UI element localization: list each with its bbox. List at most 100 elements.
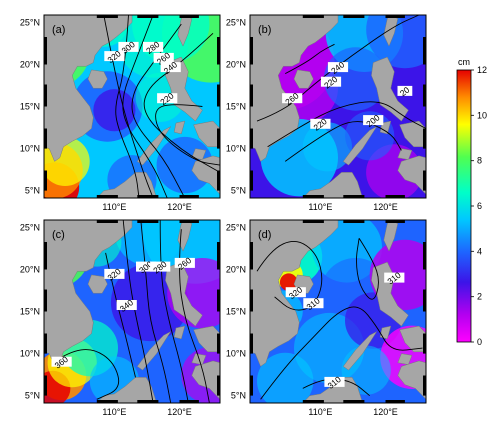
frame-segment <box>44 84 47 107</box>
frame-segment <box>44 289 47 312</box>
contour-label-bg <box>303 298 324 309</box>
contour-label-bg <box>285 287 306 298</box>
panel-label: (c) <box>52 229 65 241</box>
visayas-island <box>193 120 220 148</box>
y-tick-label: 25°N <box>20 222 40 232</box>
frame-segment <box>302 195 324 198</box>
frame-segment <box>137 220 159 223</box>
frame-segment <box>179 15 199 18</box>
frame-segment <box>302 15 324 18</box>
mainland <box>250 220 339 367</box>
hainan-island <box>293 69 314 89</box>
panel-label: (d) <box>258 229 271 241</box>
frame-segment <box>250 375 253 396</box>
frame-segment <box>250 128 253 149</box>
contour-label-bg <box>384 272 405 283</box>
palawan-island <box>342 330 378 371</box>
contour-label-bg <box>157 93 178 104</box>
y-tick-label: 15°N <box>20 307 40 317</box>
contour-line <box>122 15 168 198</box>
contour-line <box>256 241 323 311</box>
field-patch <box>93 89 136 132</box>
x-tick-label: 110°E <box>308 407 332 417</box>
contour-line <box>260 306 423 400</box>
frame-segment <box>423 37 426 65</box>
borneo-coast <box>96 172 157 198</box>
frame-segment <box>44 170 47 191</box>
colorbar-tick-label: 4 <box>477 246 482 256</box>
frame-segment <box>423 333 426 354</box>
frame-segment <box>250 170 253 191</box>
contour-label-bg <box>160 62 181 73</box>
frame-segment <box>217 375 220 396</box>
colorbar-tick-label: 0 <box>477 337 482 347</box>
frame-segment <box>217 84 220 107</box>
frame-segment <box>385 400 405 403</box>
frame-segment <box>179 220 199 223</box>
mindanao-island <box>397 155 426 195</box>
hainan-island <box>87 274 108 294</box>
contour-line <box>52 349 120 400</box>
frame-segment <box>423 128 426 149</box>
field-patch <box>257 352 314 403</box>
contour-line <box>267 101 426 148</box>
colorbar-unit: cm <box>458 57 470 67</box>
frame-segment <box>250 84 253 107</box>
contour-label-bg <box>324 376 345 387</box>
frame-segment <box>250 242 253 270</box>
contour-line <box>356 238 379 300</box>
y-tick-label: 15°N <box>20 102 40 112</box>
frame-segment <box>96 195 118 198</box>
y-tick-label: 15°N <box>226 307 246 317</box>
contour-label-bg <box>51 356 72 367</box>
contour-label-bg <box>310 118 331 129</box>
x-tick-label: 120°E <box>373 407 398 417</box>
frame-segment <box>343 195 365 198</box>
frame-segment <box>302 220 324 223</box>
luzon-island <box>165 261 203 327</box>
contour-line <box>284 43 335 74</box>
contour-label-bg <box>104 51 125 62</box>
x-tick-label: 120°E <box>167 202 192 212</box>
frame-segment <box>343 220 365 223</box>
colorbar: cm 0 2 4 6 8 10 12 <box>456 57 487 347</box>
contour-label-bg <box>153 52 174 63</box>
contour-label-bg <box>150 261 171 272</box>
field-patch <box>114 220 185 267</box>
frame-segment <box>96 220 118 223</box>
mindoro-island <box>173 325 186 340</box>
contour-line <box>122 220 154 403</box>
y-tick-label: 5°N <box>25 186 40 196</box>
contour-label-bg <box>116 300 137 310</box>
y-tick-label: 20°N <box>226 59 246 69</box>
frame-segment <box>179 400 199 403</box>
frame-segment <box>44 128 47 149</box>
frame-segment <box>137 195 159 198</box>
y-tick-label: 10°N <box>20 144 40 154</box>
x-tick-label: 110°E <box>308 202 332 212</box>
taiwan-island <box>177 15 193 47</box>
frame-segment <box>217 289 220 312</box>
frame-segment <box>250 37 253 65</box>
frame-segment <box>423 242 426 270</box>
contour-label-bg <box>104 268 125 279</box>
contour-label-bg <box>136 261 157 272</box>
luzon-island <box>371 56 409 122</box>
frame-segment <box>44 333 47 354</box>
mainland <box>44 15 133 162</box>
y-tick-label: 5°N <box>231 391 246 401</box>
mindanao-island <box>397 360 426 400</box>
frame-segment <box>137 15 159 18</box>
frame-segment <box>385 15 405 18</box>
visayas-island <box>399 325 426 353</box>
frame-segment <box>250 333 253 354</box>
frame-segment <box>423 84 426 107</box>
frame-segment <box>343 400 365 403</box>
x-tick-label: 110°E <box>102 202 126 212</box>
colorbar-gradient <box>456 69 472 343</box>
frame-segment <box>217 170 220 191</box>
contour-label-bg <box>143 41 164 52</box>
colorbar-tick-label: 12 <box>477 65 487 75</box>
colorbar-tick-label: 6 <box>477 201 482 211</box>
